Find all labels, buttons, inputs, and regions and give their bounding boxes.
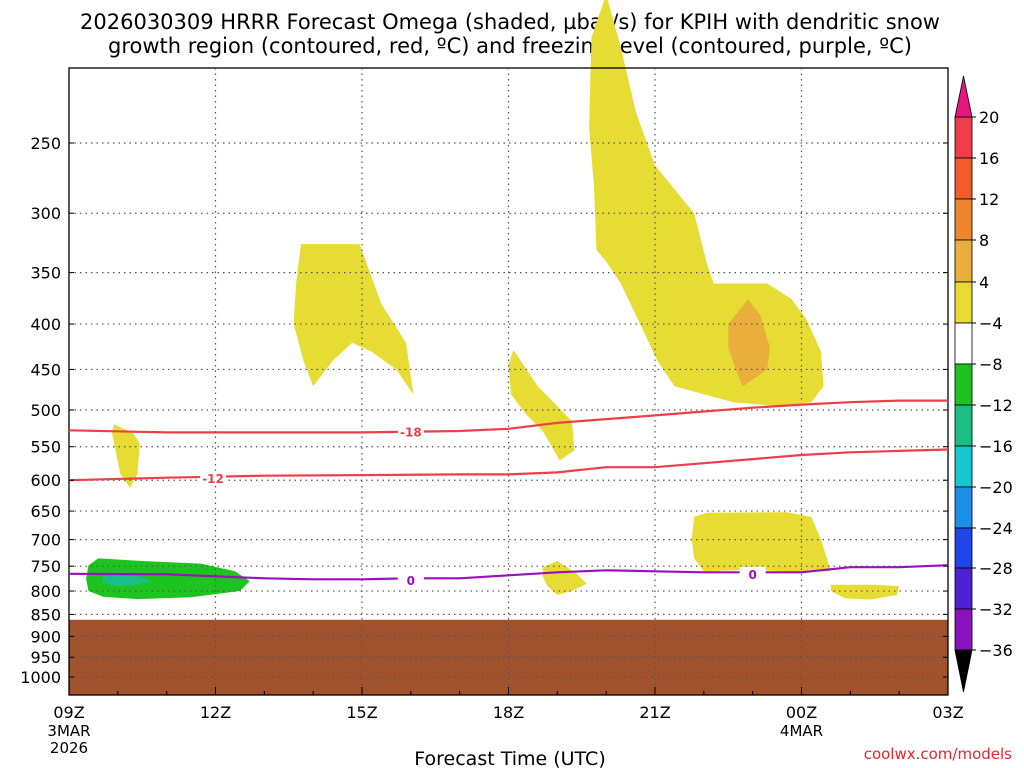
omega-region-10 xyxy=(103,572,152,587)
y-tick-label-450: 450 xyxy=(30,360,61,379)
colorbar-band-8 xyxy=(954,445,973,488)
colorbar-band-2 xyxy=(954,198,973,241)
y-tick-label-850: 850 xyxy=(30,605,61,624)
credit-text: coolwx.com/models xyxy=(864,745,1012,763)
omega-region-8 xyxy=(830,584,900,600)
omega-region-7 xyxy=(691,512,831,573)
contour-label-bg-1-0 xyxy=(200,470,227,486)
colorbar-band-10 xyxy=(954,527,973,569)
x-tick-label-9: 18Z xyxy=(493,703,524,722)
x-tick-sublabel-0: 3MAR xyxy=(47,722,90,740)
y-tick-label-1000: 1000 xyxy=(20,668,61,687)
y-tick-label-300: 300 xyxy=(30,204,61,223)
contour-line-0 xyxy=(68,399,948,434)
contour-label-0-0: -18 xyxy=(400,425,422,439)
gridlines xyxy=(69,68,948,695)
colorbar-band-9 xyxy=(954,486,973,529)
y-tick-label-750: 750 xyxy=(30,557,61,576)
colorbar-label-10: −24 xyxy=(979,519,1013,538)
y-tick-label-650: 650 xyxy=(30,502,61,521)
colorbar-bottom-triangle xyxy=(954,649,973,693)
colorbar-band-3 xyxy=(954,239,973,283)
contour-label-bg-0-0 xyxy=(397,424,424,440)
contour-label-bg-2-0 xyxy=(397,572,424,588)
contours: -18 -12 0 0 xyxy=(68,399,949,588)
x-axis-label: Forecast Time (UTC) xyxy=(414,748,605,768)
x-tick-label-0: 09Z xyxy=(53,703,84,722)
omega-region-1 xyxy=(293,244,414,395)
colorbar-band-12 xyxy=(954,608,973,651)
colorbar-label-13: −36 xyxy=(979,641,1013,660)
y-tick-label-600: 600 xyxy=(30,471,61,490)
colorbar-band-1 xyxy=(954,157,973,200)
colorbar-label-7: −12 xyxy=(979,396,1013,415)
contour-label-2-0: 0 xyxy=(407,574,415,588)
colorbar-band-5 xyxy=(954,322,973,365)
x-tick-label-6: 15Z xyxy=(346,703,377,722)
colorbar-band-0 xyxy=(954,116,973,159)
omega-region-4 xyxy=(728,299,770,387)
colorbar-label-1: 16 xyxy=(979,149,999,168)
x-tick-label-18: 03Z xyxy=(932,703,963,722)
x-tick-label-3: 12Z xyxy=(200,703,231,722)
y-axis: 250 300 350 400 450 500 550 600 650 700 750 800 850 9… xyxy=(20,134,948,687)
colorbar-label-2: 12 xyxy=(979,190,999,209)
x-tick-year-0: 2026 xyxy=(50,739,88,757)
colorbar-label-12: −32 xyxy=(979,600,1013,619)
y-tick-label-250: 250 xyxy=(30,134,61,153)
omega-region-6 xyxy=(542,561,587,595)
colorbar: 20 16 12 8 4 −4 −8 −12 −16 −20 −24 −28 −32 −36 xyxy=(954,75,1013,693)
y-tick-label-350: 350 xyxy=(30,264,61,283)
y-tick-label-550: 550 xyxy=(30,438,61,457)
omega-region-0 xyxy=(112,424,140,488)
contour-label-2-1: 0 xyxy=(748,568,756,582)
y-tick-label-700: 700 xyxy=(30,531,61,550)
contour-label-bg-2-1 xyxy=(739,566,766,582)
chart-title-line-1: 2026030309 HRRR Forecast Omega (shaded, … xyxy=(80,10,940,34)
colorbar-label-8: −16 xyxy=(979,437,1013,456)
contour-line-1 xyxy=(68,448,949,482)
x-tick-sublabel-15: 4MAR xyxy=(780,722,823,740)
colorbar-label-6: −8 xyxy=(979,355,1003,374)
colorbar-label-4: 4 xyxy=(979,273,989,292)
omega-region-3 xyxy=(589,0,824,407)
colorbar-band-4 xyxy=(954,281,973,324)
colorbar-band-7 xyxy=(954,404,973,447)
colorbar-label-5: −4 xyxy=(979,314,1003,333)
colorbar-label-3: 8 xyxy=(979,231,989,250)
colorbar-band-6 xyxy=(954,363,973,406)
omega-region-9 xyxy=(86,558,250,600)
colorbar-label-9: −20 xyxy=(979,478,1013,497)
colorbar-top-triangle xyxy=(954,75,973,118)
colorbar-label-11: −28 xyxy=(979,559,1013,578)
x-tick-label-12: 21Z xyxy=(639,703,670,722)
contour-label-1-0: -12 xyxy=(202,472,224,486)
y-tick-label-500: 500 xyxy=(30,401,61,420)
y-tick-label-950: 950 xyxy=(30,648,61,667)
y-tick-label-800: 800 xyxy=(30,582,61,601)
y-tick-label-900: 900 xyxy=(30,627,61,646)
contour-line-2 xyxy=(68,564,949,581)
colorbar-label-0: 20 xyxy=(979,108,999,127)
y-tick-label-400: 400 xyxy=(30,315,61,334)
chart-title-line-2: growth region (contoured, red, ºC) and f… xyxy=(108,34,912,58)
omega-region-5 xyxy=(508,350,575,461)
x-tick-label-15: 00Z xyxy=(786,703,817,722)
colorbar-band-11 xyxy=(954,567,973,610)
